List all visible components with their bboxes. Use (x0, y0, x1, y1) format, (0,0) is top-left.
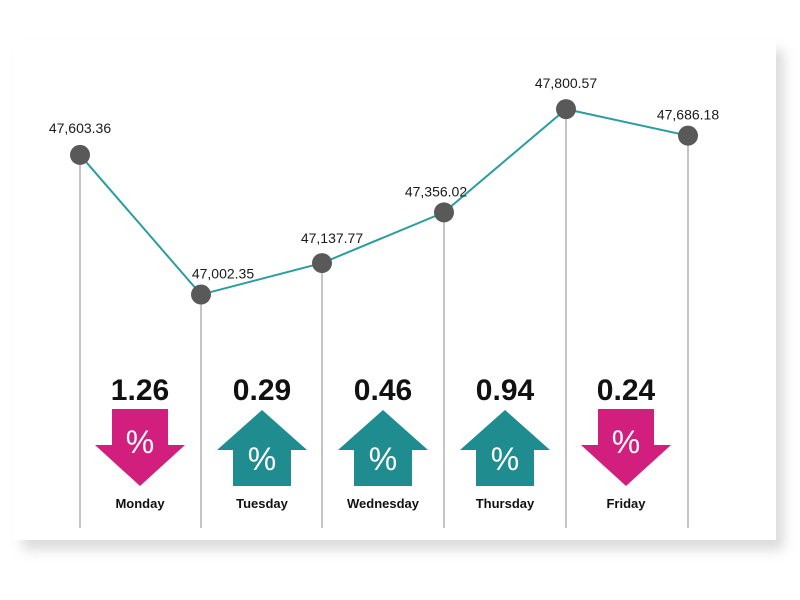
percent-change-value: 0.29 (233, 374, 291, 407)
series-line (79, 108, 689, 296)
data-point (678, 125, 698, 146)
data-point (70, 144, 90, 165)
down-arrow-icon (95, 409, 185, 486)
day-label: Friday (606, 496, 646, 511)
point-label: 47,356.02 (405, 183, 467, 199)
point-label: 47,800.57 (535, 75, 597, 91)
up-arrow-icon (338, 410, 428, 486)
percent-symbol: % (126, 424, 154, 460)
data-point (191, 284, 211, 305)
percent-symbol: % (491, 441, 519, 477)
change-group: 0.29% Tuesday (217, 374, 307, 511)
day-label: Thursday (476, 496, 535, 511)
point-label: 47,002.35 (192, 266, 254, 282)
point-label: 47,686.18 (657, 107, 719, 123)
percent-change-value: 1.26 (111, 374, 169, 407)
percent-symbol: % (248, 441, 276, 477)
percent-symbol: % (369, 441, 397, 477)
up-arrow-icon (217, 410, 307, 486)
data-point (556, 99, 576, 120)
data-point (434, 202, 454, 223)
change-group: 0.24% Friday (581, 374, 671, 511)
change-group: 0.46% Wednesday (338, 374, 428, 511)
data-point (312, 253, 332, 274)
point-label: 47,603.36 (49, 120, 111, 136)
change-group: 0.94% Thursday (460, 374, 550, 511)
percent-change-value: 0.24 (597, 374, 656, 407)
down-arrow-icon (581, 409, 671, 486)
day-label: Monday (115, 496, 165, 511)
day-label: Wednesday (347, 496, 420, 511)
percent-change-value: 0.46 (354, 374, 412, 407)
percent-change-value: 0.94 (476, 374, 535, 407)
change-group: 1.26% Monday (95, 374, 185, 511)
up-arrow-icon (460, 410, 550, 486)
day-label: Tuesday (236, 496, 289, 511)
percent-symbol: % (612, 424, 640, 460)
point-label: 47,137.77 (301, 230, 363, 246)
